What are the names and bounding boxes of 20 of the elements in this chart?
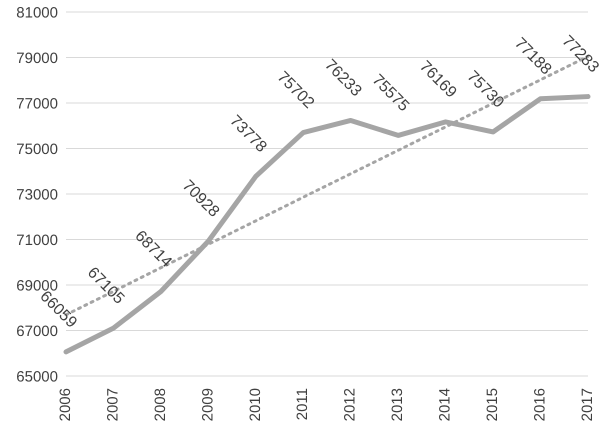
y-tick-label: 77000 — [16, 95, 58, 112]
y-tick-label: 75000 — [16, 140, 58, 158]
y-tick-label: 71000 — [16, 232, 58, 249]
x-tick-label: 2008 — [152, 388, 169, 422]
x-tick-label: 2006 — [56, 388, 74, 422]
y-tick-label: 81000 — [16, 4, 58, 22]
x-tick-label: 2011 — [294, 388, 312, 420]
y-tick-label: 65000 — [16, 368, 58, 386]
x-tick-label: 2016 — [532, 388, 549, 422]
x-tick-label: 2007 — [104, 388, 122, 422]
x-tick-label: 2014 — [436, 388, 454, 422]
x-tick-label: 2009 — [199, 388, 216, 422]
y-tick-label: 73000 — [16, 186, 58, 204]
x-tick-label: 2010 — [246, 388, 264, 422]
y-tick-label: 67000 — [16, 322, 58, 340]
y-tick-label: 79000 — [16, 50, 58, 67]
x-tick-label: 2017 — [578, 388, 596, 422]
x-tick-label: 2015 — [484, 388, 502, 422]
x-tick-label: 2013 — [389, 388, 406, 422]
x-tick-label: 2012 — [342, 388, 359, 422]
